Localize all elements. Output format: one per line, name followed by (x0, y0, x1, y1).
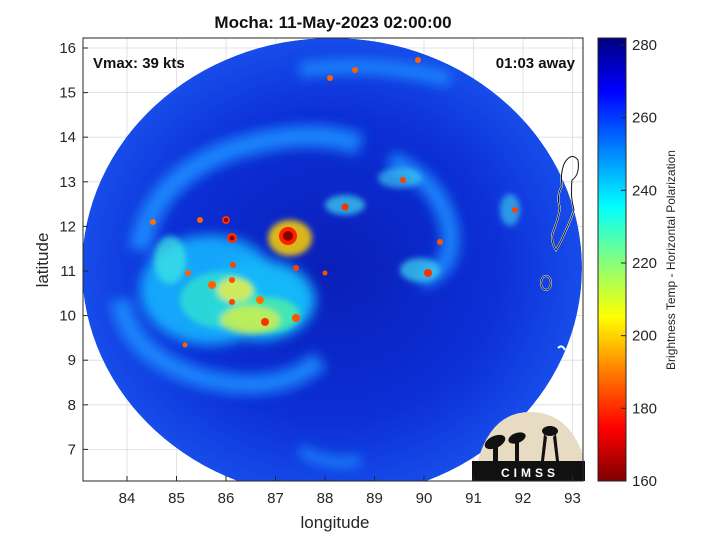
x-axis-label: longitude (300, 513, 369, 532)
satellite-dish-icon (484, 432, 526, 461)
x-axis: 84 85 86 87 88 89 90 91 92 93 (119, 476, 581, 507)
map-title: Mocha: 11-May-2023 02:00:00 (214, 13, 452, 32)
x-tick-label: 90 (416, 490, 433, 507)
coastline-inner (540, 156, 579, 291)
y-tick-label: 7 (68, 441, 76, 458)
plot-area: Vmax: 39 kts 01:03 away CIMSS (82, 37, 585, 482)
colorbar-tick-label: 280 (632, 37, 657, 54)
y-tick-label: 15 (59, 85, 76, 102)
x-tick-label: 92 (515, 490, 532, 507)
colorbar-tick-label: 220 (632, 255, 657, 272)
x-tick-label: 91 (465, 490, 482, 507)
time-away-label: 01:03 away (496, 55, 576, 72)
x-tick-label: 93 (564, 490, 581, 507)
colorbar-tick-label: 160 (632, 473, 657, 490)
colorbar-tick-label: 200 (632, 328, 657, 345)
y-tick-label: 9 (68, 352, 76, 369)
x-tick-label: 85 (168, 490, 185, 507)
y-axis: 16 15 14 13 12 11 10 9 8 7 (59, 40, 88, 458)
x-tick-label: 89 (366, 490, 383, 507)
y-tick-label: 14 (59, 129, 76, 146)
colorbar-tick-label: 180 (632, 400, 657, 417)
water-tower-icon (541, 426, 559, 461)
colorbar: 280 260 240 220 200 180 160 Brightness Temp - … (597, 37, 678, 490)
y-axis-label: latitude (33, 233, 52, 288)
y-tick-label: 10 (59, 308, 76, 325)
colorbar-tick-label: 260 (632, 110, 657, 127)
logo-text: CIMSS (501, 466, 559, 480)
x-tick-label: 84 (119, 490, 136, 507)
y-tick-label: 8 (68, 397, 76, 414)
vmax-label: Vmax: 39 kts (93, 55, 185, 72)
colorbar-ticks: 280 260 240 220 200 180 160 (621, 37, 657, 490)
microwave-swath (83, 38, 582, 481)
x-tick-label: 87 (267, 490, 284, 507)
cimss-logo: CIMSS (472, 412, 585, 481)
colorbar-label: Brightness Temp - Horizontal Polarizatio… (664, 150, 678, 370)
y-tick-label: 13 (59, 174, 76, 191)
y-tick-label: 16 (59, 40, 76, 57)
y-tick-label: 11 (60, 263, 76, 280)
y-tick-label: 12 (59, 218, 76, 235)
x-tick-label: 86 (218, 490, 235, 507)
x-tick-label: 88 (317, 490, 334, 507)
colorbar-tick-label: 240 (632, 182, 657, 199)
